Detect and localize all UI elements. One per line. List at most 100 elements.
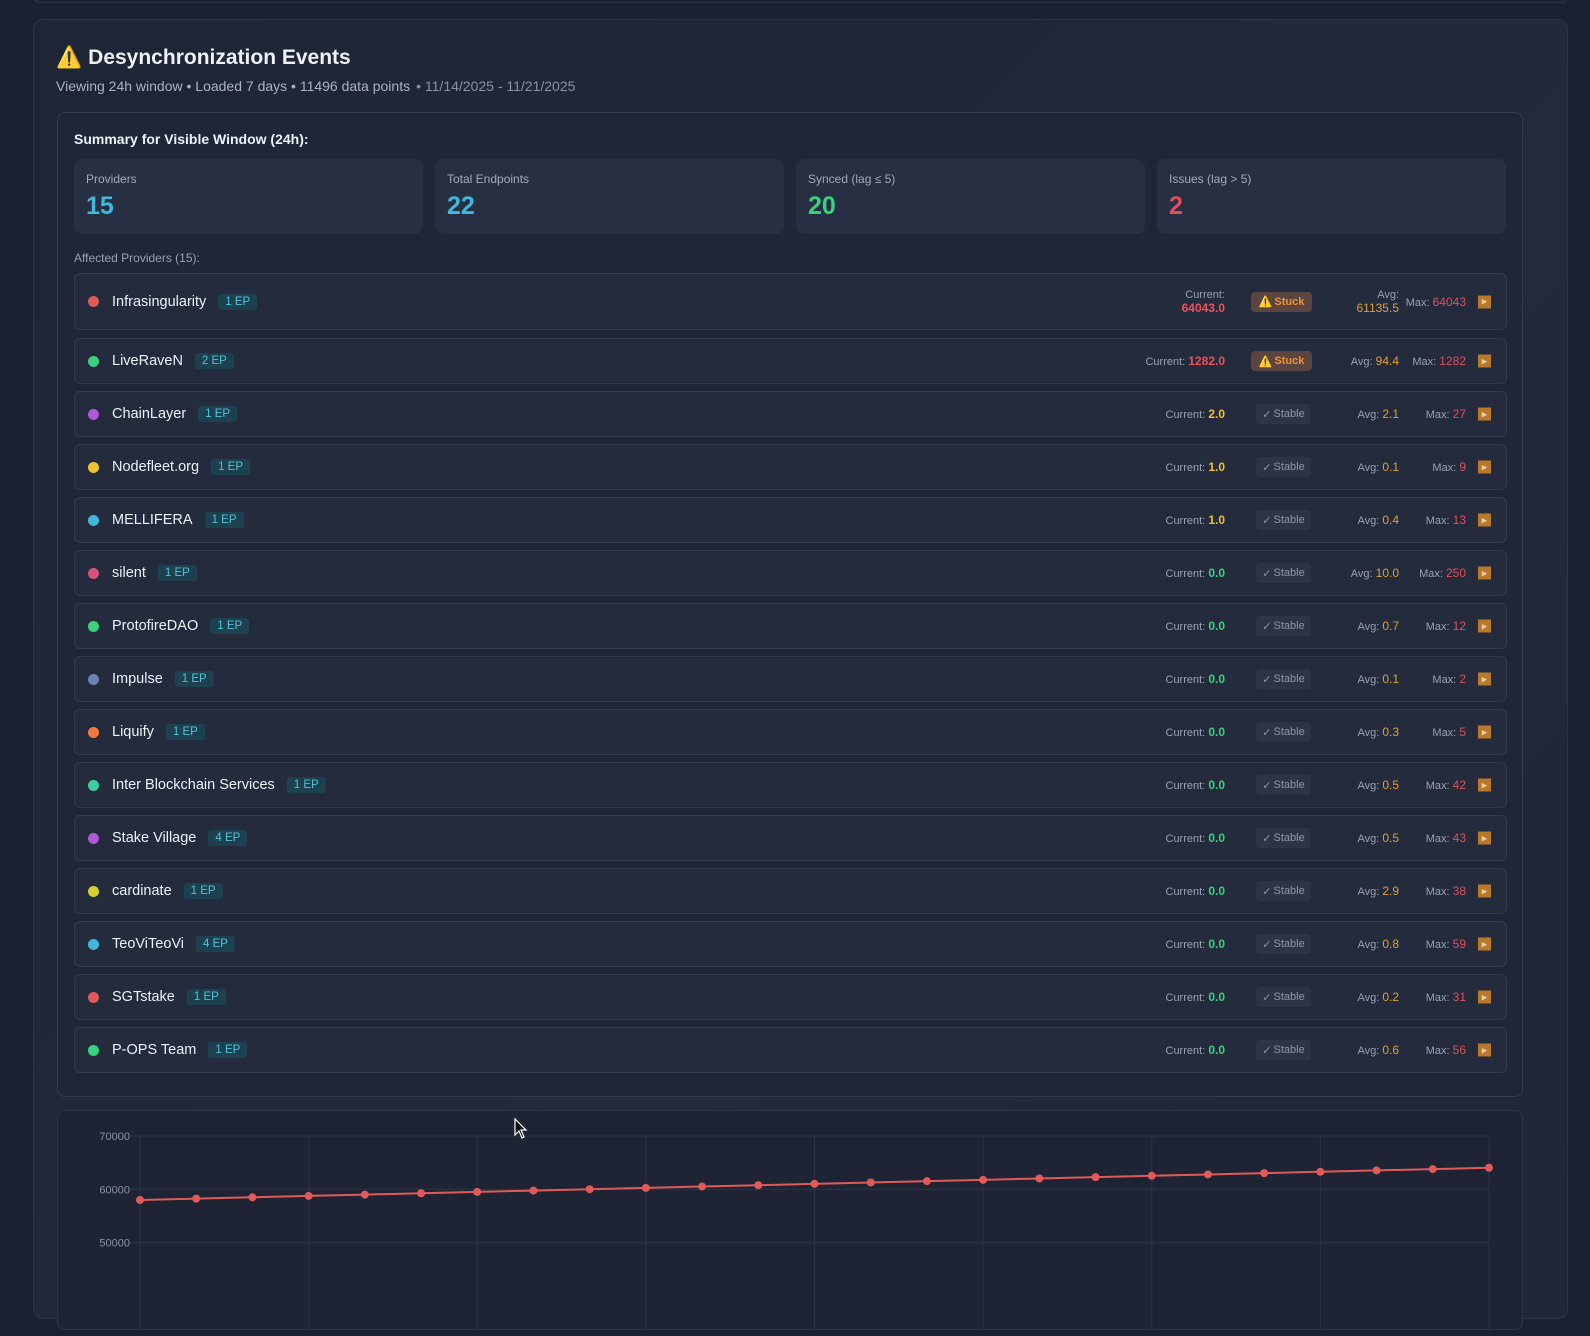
- max-lag: Max: 38: [1426, 884, 1466, 898]
- play-icon[interactable]: ▶: [1478, 407, 1491, 421]
- current-value: 0.0: [1208, 725, 1225, 739]
- stat-label: Total Endpoints: [447, 172, 530, 186]
- warning-icon: ⚠️: [1258, 355, 1273, 368]
- provider-row[interactable]: Liquify 1 EP Current: 0.0 ✓ Stable Avg: 0…: [74, 709, 1507, 755]
- avg-lag: Avg: 2.1: [1357, 407, 1399, 421]
- max-lag: Max: 12: [1426, 619, 1466, 633]
- provider-row[interactable]: cardinate 1 EP Current: 0.0 ✓ Stable Avg:…: [74, 868, 1507, 914]
- avg-value: 0.1: [1382, 460, 1399, 474]
- provider-row[interactable]: Impulse 1 EP Current: 0.0 ✓ Stable Avg: 0…: [74, 656, 1507, 702]
- provider-row[interactable]: Nodefleet.org 1 EP Current: 1.0 ✓ Stable …: [74, 444, 1507, 490]
- current-lag: Current: 2.0: [1166, 407, 1226, 421]
- provider-row[interactable]: TeoViTeoVi 4 EP Current: 0.0 ✓ Stable Avg…: [74, 921, 1507, 967]
- provider-name: silent: [112, 565, 146, 581]
- avg-label: Avg:: [1357, 1045, 1380, 1057]
- endpoint-count-badge: 4 EP: [196, 936, 235, 952]
- current-label: Current:: [1165, 833, 1206, 845]
- provider-name: ProtofireDAO: [112, 618, 199, 634]
- status-badge: ✓ Stable: [1256, 987, 1311, 1007]
- play-icon[interactable]: ▶: [1478, 619, 1491, 633]
- current-lag: Current: 0.0: [1166, 566, 1226, 580]
- play-icon[interactable]: ▶: [1478, 295, 1491, 308]
- provider-color-dot: [88, 673, 99, 685]
- play-icon[interactable]: ▶: [1478, 725, 1491, 739]
- play-icon[interactable]: ▶: [1478, 672, 1491, 686]
- max-label: Max:: [1425, 992, 1450, 1004]
- provider-name: Impulse: [112, 671, 163, 687]
- provider-row[interactable]: ChainLayer 1 EP Current: 2.0 ✓ Stable Avg…: [74, 391, 1507, 437]
- provider-row[interactable]: SGTstake 1 EP Current: 0.0 ✓ Stable Avg: …: [74, 974, 1507, 1020]
- data-point: [866, 1178, 875, 1187]
- provider-name: TeoViTeoVi: [112, 936, 185, 952]
- check-icon: ✓: [1262, 514, 1272, 527]
- check-icon: ✓: [1262, 885, 1272, 898]
- play-icon[interactable]: ▶: [1478, 460, 1491, 474]
- provider-row[interactable]: LiveRaveN 2 EP Current: 1282.0 ⚠️ Stuck A…: [74, 338, 1507, 384]
- max-label: Max:: [1432, 462, 1457, 474]
- play-icon[interactable]: ▶: [1478, 937, 1491, 951]
- stat-value: 20: [808, 192, 836, 220]
- play-icon[interactable]: ▶: [1478, 354, 1491, 368]
- current-value: 0.0: [1208, 937, 1225, 951]
- provider-color-dot: [88, 514, 99, 526]
- provider-color-dot: [88, 567, 99, 579]
- avg-label: Avg:: [1350, 356, 1373, 368]
- current-value: 1282.0: [1188, 354, 1225, 368]
- warning-icon: ⚠️: [56, 46, 83, 69]
- endpoint-count-badge: 1 EP: [186, 989, 226, 1005]
- provider-color-dot: [88, 355, 99, 367]
- provider-row[interactable]: Stake Village 4 EP Current: 0.0 ✓ Stable …: [74, 815, 1507, 861]
- play-icon[interactable]: ▶: [1478, 778, 1491, 792]
- provider-row[interactable]: P-OPS Team 1 EP Current: 0.0 ✓ Stable Avg…: [74, 1027, 1507, 1073]
- endpoint-count-badge: 1 EP: [218, 293, 258, 310]
- provider-row[interactable]: Inter Blockchain Services 1 EP Current: …: [74, 762, 1507, 808]
- provider-row[interactable]: MELLIFERA 1 EP Current: 1.0 ✓ Stable Avg:…: [74, 497, 1507, 543]
- max-label: Max:: [1432, 674, 1457, 686]
- provider-row[interactable]: ProtofireDAO 1 EP Current: 0.0 ✓ Stable A…: [74, 603, 1507, 649]
- avg-lag: Avg: 0.7: [1357, 619, 1399, 633]
- check-icon: ✓: [1262, 567, 1272, 580]
- status-badge: ✓ Stable: [1256, 828, 1311, 848]
- avg-value: 0.8: [1382, 937, 1399, 951]
- current-label: Current:: [1165, 992, 1206, 1004]
- avg-label: Avg:: [1350, 568, 1373, 580]
- play-icon[interactable]: ▶: [1478, 990, 1491, 1004]
- provider-row[interactable]: silent 1 EP Current: 0.0 ✓ Stable Avg: 10…: [74, 550, 1507, 596]
- data-point: [1260, 1169, 1269, 1178]
- play-icon[interactable]: ▶: [1478, 1043, 1491, 1057]
- play-icon[interactable]: ▶: [1478, 513, 1491, 527]
- data-point: [585, 1185, 594, 1194]
- endpoint-count-badge: 1 EP: [210, 618, 250, 634]
- current-value: 0.0: [1208, 619, 1225, 633]
- provider-color-dot: [88, 296, 99, 307]
- provider-name: Liquify: [112, 724, 154, 740]
- provider-row[interactable]: Infrasingularity 1 EP Current: 64043.0 ⚠️…: [74, 273, 1507, 330]
- avg-lag: Avg: 0.5: [1357, 778, 1399, 792]
- date-range: • 11/14/2025 - 11/21/2025: [416, 78, 576, 94]
- max-label: Max:: [1425, 780, 1450, 792]
- avg-label: Avg:: [1357, 515, 1380, 527]
- play-icon[interactable]: ▶: [1478, 884, 1491, 898]
- check-icon: ✓: [1262, 1044, 1272, 1057]
- check-icon: ✓: [1262, 673, 1272, 686]
- max-value: 13: [1452, 513, 1466, 527]
- provider-name: Nodefleet.org: [112, 459, 200, 475]
- max-lag: Max: 43: [1426, 831, 1466, 845]
- current-lag: Current: 0.0: [1166, 1043, 1226, 1057]
- max-value: 59: [1452, 937, 1466, 951]
- max-lag: Max: 27: [1426, 407, 1466, 421]
- check-icon: ✓: [1262, 620, 1272, 633]
- avg-value: 0.3: [1382, 725, 1399, 739]
- play-icon[interactable]: ▶: [1478, 831, 1491, 845]
- avg-label: Avg:: [1357, 409, 1380, 421]
- endpoint-count-badge: 2 EP: [194, 353, 234, 369]
- check-icon: ✓: [1262, 991, 1272, 1004]
- data-point: [1035, 1174, 1044, 1183]
- status-badge: ✓ Stable: [1256, 457, 1311, 477]
- stat-card: Synced (lag ≤ 5) 20: [796, 159, 1145, 234]
- avg-value: 2.1: [1382, 407, 1399, 421]
- current-lag: Current: 0.0: [1166, 725, 1226, 739]
- current-lag: Current: 0.0: [1166, 778, 1226, 792]
- current-lag: Current: 64043.0: [1182, 289, 1225, 315]
- play-icon[interactable]: ▶: [1478, 566, 1491, 580]
